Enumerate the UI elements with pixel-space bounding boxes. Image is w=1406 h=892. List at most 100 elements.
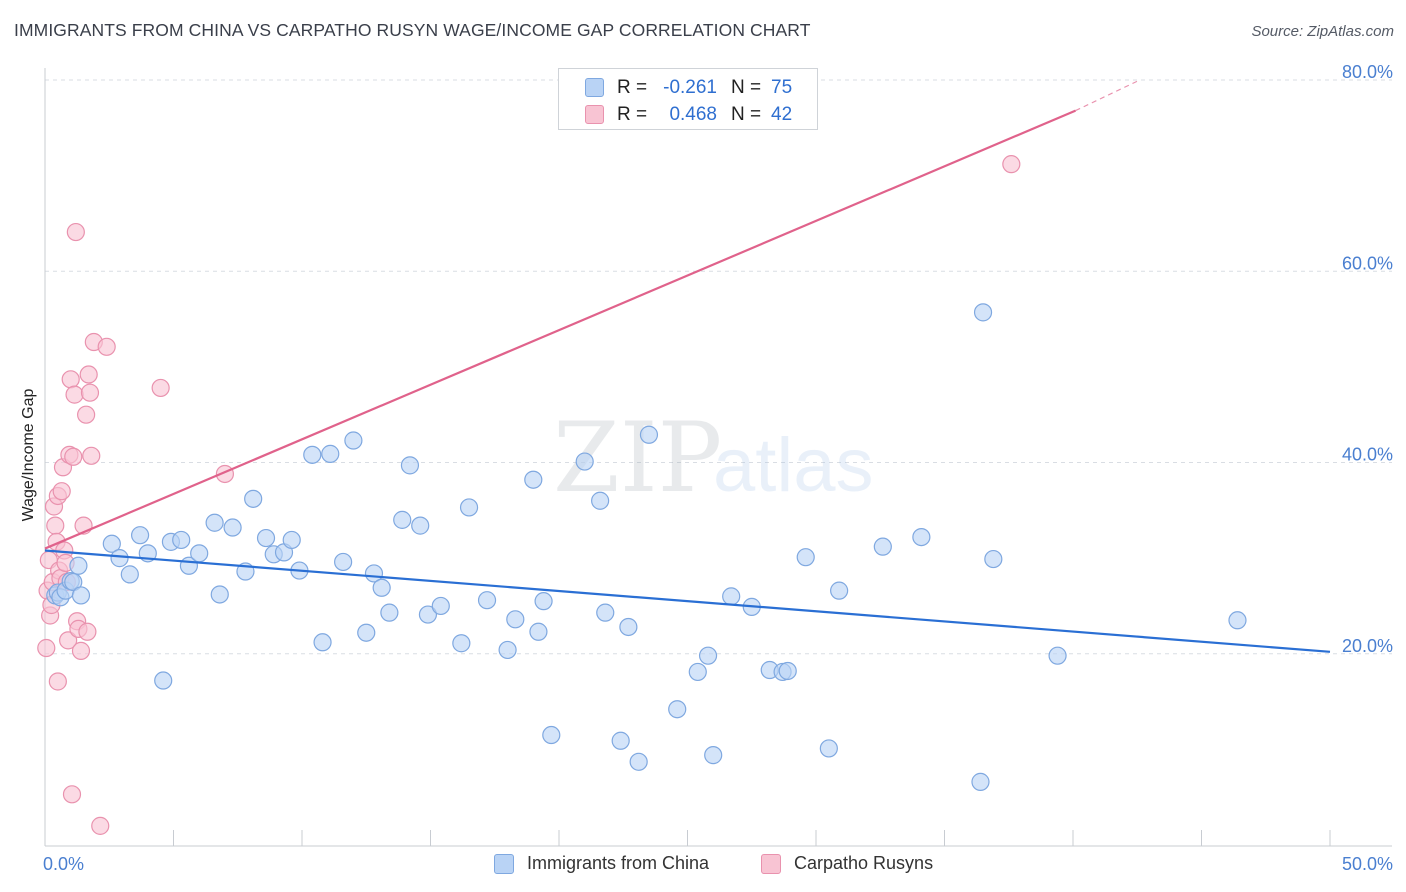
china-point[interactable] [110,549,129,568]
china-point[interactable] [575,452,594,471]
china-point[interactable] [256,528,276,548]
rusyn-swatch [761,854,781,874]
rusyn-point[interactable] [78,622,97,641]
china-point[interactable] [282,530,301,550]
china-point[interactable] [534,592,553,611]
china-point[interactable] [154,671,173,690]
rusyn-point[interactable] [46,516,65,535]
series-immigrants-from-china [46,303,1247,791]
china-point[interactable] [1228,611,1247,630]
r-label: R = [617,104,648,125]
china-point[interactable] [418,605,438,624]
china-point[interactable] [506,610,525,629]
rusyn-point[interactable] [64,447,83,466]
china-point[interactable] [524,470,543,489]
china-point[interactable] [873,537,892,556]
china-swatch [585,78,604,97]
china-point[interactable] [1048,646,1067,665]
rusyn-point[interactable] [80,383,100,402]
rusyn-point[interactable] [59,631,78,650]
rusyn-point[interactable] [77,405,96,424]
china-point[interactable] [688,662,707,682]
china-point[interactable] [431,596,450,616]
rusyn-point[interactable] [151,378,170,398]
y-axis-label: Wage/Income Gap [20,389,37,522]
china-point[interactable] [210,585,229,604]
china-point[interactable] [71,586,91,605]
source-credit: Source: ZipAtlas.com [1251,23,1394,40]
legend-label: Immigrants from China [527,853,710,873]
rusyn-point[interactable] [37,638,56,658]
legend-row-rusyn: R = 0.468 N = 42 [559,100,817,126]
trend-lines [44,79,1331,653]
china-point[interactable] [722,587,741,606]
rusyn-point[interactable] [91,816,110,835]
china-point[interactable] [796,548,815,567]
china-point[interactable] [190,544,209,563]
china-point[interactable] [629,752,648,771]
rusyn-point[interactable] [62,785,82,804]
rusyn-point[interactable] [97,337,116,356]
china-point[interactable] [611,731,630,750]
rusyn-point[interactable] [61,370,80,389]
china-point[interactable] [778,661,797,681]
china-point[interactable] [542,725,561,745]
china-point[interactable] [971,772,990,791]
china-point[interactable] [400,456,420,475]
china-point[interactable] [912,527,931,547]
china-point[interactable] [357,623,376,642]
china-point[interactable] [344,431,363,450]
china-point[interactable] [704,746,723,765]
china-point[interactable] [452,634,471,653]
china-point[interactable] [303,445,322,464]
china-point[interactable] [498,640,517,660]
rusyn-point[interactable] [1002,155,1021,174]
china-point[interactable] [69,556,88,575]
rusyn-point[interactable] [66,222,85,242]
china-point[interactable] [321,444,340,463]
china-point[interactable] [393,510,412,529]
china-point[interactable] [639,425,659,444]
rusyn-point[interactable] [65,385,84,404]
x-tick-label: 0.0% [43,854,84,874]
china-point[interactable] [668,700,687,719]
y-tick-labels: 20.0% 40.0% 60.0% 80.0% [1342,62,1393,656]
china-point[interactable] [223,518,242,537]
china-point[interactable] [619,617,638,637]
rusyn-trend-line [44,109,1077,550]
rusyn-point[interactable] [79,365,98,384]
china-point[interactable] [120,565,139,584]
rusyn-point[interactable] [71,641,91,660]
rusyn-point[interactable] [82,446,101,465]
china-point[interactable] [372,578,391,597]
china-point[interactable] [102,534,121,553]
china-point[interactable] [64,572,83,592]
y-tick-label: 60.0% [1342,253,1393,273]
rusyn-point[interactable] [52,482,71,501]
china-point[interactable] [334,552,353,572]
rusyn-point[interactable] [48,672,67,691]
china-point[interactable] [380,603,399,622]
china-point[interactable] [973,303,993,322]
china-point[interactable] [411,516,430,535]
china-point[interactable] [591,491,610,510]
china-trend-line [44,549,1331,653]
rusyn-swatch [585,105,604,124]
china-point[interactable] [130,526,150,545]
china-point[interactable] [313,633,332,652]
china-point[interactable] [819,739,838,758]
china-point[interactable] [477,591,497,610]
china-point[interactable] [205,513,224,532]
n-label: N = [731,77,762,98]
china-point[interactable] [529,622,548,641]
china-point[interactable] [244,489,263,508]
china-point[interactable] [830,581,849,600]
china-point[interactable] [172,530,191,550]
china-point[interactable] [596,603,615,622]
china-point[interactable] [984,549,1003,569]
n-value: 42 [771,104,793,125]
y-tick-label: 20.0% [1342,636,1393,656]
axes [44,68,1392,847]
china-point[interactable] [698,646,718,665]
china-point[interactable] [459,498,479,517]
